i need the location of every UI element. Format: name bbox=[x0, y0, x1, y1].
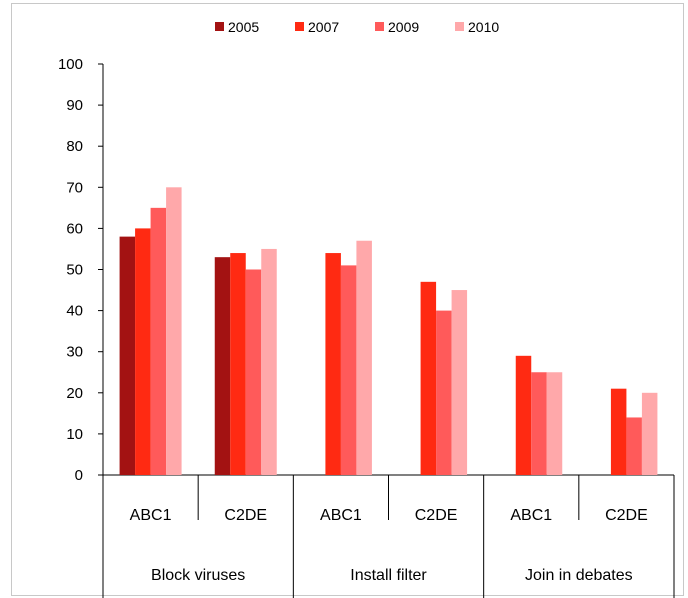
y-tick-label: 60 bbox=[66, 220, 83, 237]
x-category-label: ABC1 bbox=[320, 507, 362, 524]
bar bbox=[261, 248, 277, 475]
x-category-label: C2DE bbox=[605, 507, 648, 524]
x-category-label: C2DE bbox=[415, 507, 458, 524]
bar bbox=[214, 257, 231, 475]
x-category-label: ABC1 bbox=[510, 507, 552, 524]
y-tick-label: 90 bbox=[66, 97, 83, 114]
y-tick-label: 50 bbox=[66, 262, 83, 279]
bar bbox=[230, 253, 246, 475]
legend-label: 2005 bbox=[228, 19, 259, 35]
legend-label: 2010 bbox=[468, 19, 499, 35]
legend-swatch bbox=[455, 22, 464, 31]
y-tick-label: 10 bbox=[66, 426, 83, 443]
chart-frame bbox=[11, 3, 684, 596]
legend-label: 2007 bbox=[308, 19, 339, 35]
bar bbox=[356, 240, 372, 475]
bar bbox=[436, 310, 452, 475]
bar bbox=[626, 417, 642, 475]
bar bbox=[420, 281, 437, 475]
bar bbox=[166, 187, 182, 476]
x-group-label: Block viruses bbox=[151, 567, 245, 584]
x-category-label: ABC1 bbox=[130, 507, 172, 524]
bar bbox=[546, 372, 563, 475]
y-tick-label: 30 bbox=[66, 344, 83, 361]
y-tick-label: 0 bbox=[75, 467, 83, 484]
bar bbox=[641, 392, 658, 475]
bar bbox=[325, 253, 341, 475]
bar bbox=[610, 388, 627, 475]
bar bbox=[340, 265, 357, 475]
bar bbox=[150, 207, 167, 475]
legend-swatch bbox=[215, 22, 224, 31]
bar bbox=[515, 355, 532, 475]
x-group-label: Install filter bbox=[350, 567, 427, 584]
y-tick-label: 20 bbox=[66, 385, 83, 402]
bar bbox=[531, 372, 547, 475]
y-tick-label: 70 bbox=[66, 179, 83, 196]
bar bbox=[451, 290, 468, 475]
x-category-label: C2DE bbox=[224, 507, 267, 524]
y-tick-label: 40 bbox=[66, 303, 83, 320]
y-tick-label: 100 bbox=[58, 56, 83, 73]
bar bbox=[119, 236, 136, 475]
bar bbox=[135, 228, 151, 475]
legend-swatch bbox=[295, 22, 304, 31]
legend-swatch bbox=[375, 22, 384, 31]
x-group-label: Join in debates bbox=[525, 567, 633, 584]
legend-label: 2009 bbox=[388, 19, 419, 35]
y-tick-label: 80 bbox=[66, 138, 83, 155]
bar bbox=[245, 269, 262, 475]
